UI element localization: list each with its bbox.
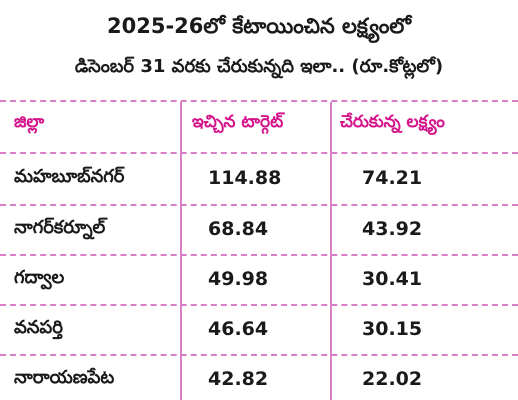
row-divider xyxy=(0,254,518,256)
row-divider xyxy=(0,304,518,306)
district-cell: మహబూబ్‌నగర్ xyxy=(14,166,125,187)
column-divider xyxy=(180,102,182,400)
district-cell: గద్వాల xyxy=(14,267,65,288)
achieved-cell: 74.21 xyxy=(362,167,423,189)
column-divider xyxy=(330,102,332,400)
title-line-1: 2025-26లో కేటాయించిన లక్ష్యంలో xyxy=(107,14,411,38)
header-district: జిల్లా xyxy=(14,112,45,132)
title-line-2: డిసెంబర్ 31 వరకు చేరుకున్నది ఇలా.. (రూ.క… xyxy=(74,56,444,77)
target-cell: 49.98 xyxy=(208,268,269,290)
row-divider xyxy=(0,354,518,356)
table-top-rule xyxy=(0,100,518,102)
target-cell: 42.82 xyxy=(208,368,269,390)
achieved-cell: 30.15 xyxy=(362,318,423,340)
target-cell: 68.84 xyxy=(208,218,269,240)
district-cell: నారాయణపేట xyxy=(14,367,115,388)
header-bottom-rule xyxy=(0,152,518,154)
district-cell: నాగర్‌కర్నూల్ xyxy=(14,217,106,238)
target-cell: 114.88 xyxy=(208,167,282,189)
achieved-cell: 43.92 xyxy=(362,218,423,240)
header-achieved: చేరుకున్న లక్ష్యం xyxy=(340,112,445,132)
achieved-cell: 22.02 xyxy=(362,368,423,390)
achieved-cell: 30.41 xyxy=(362,268,423,290)
district-cell: వనపర్తి xyxy=(14,317,63,338)
target-cell: 46.64 xyxy=(208,318,269,340)
header-target: ఇచ్చిన టార్గెట్ xyxy=(192,112,284,132)
row-divider xyxy=(0,204,518,206)
